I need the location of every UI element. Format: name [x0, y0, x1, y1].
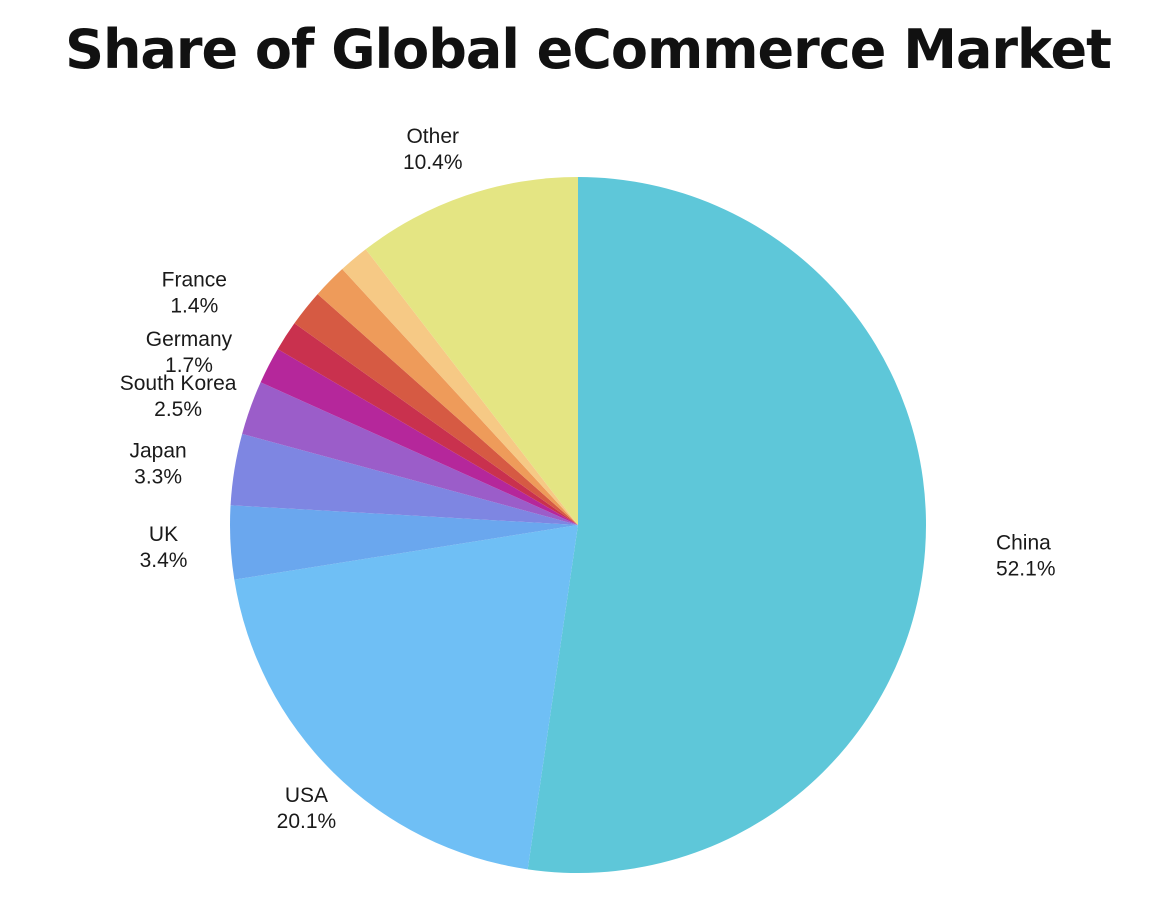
chart-title: Share of Global eCommerce Market	[65, 18, 1112, 81]
pie-slice-unlabeled-7	[294, 294, 578, 525]
slice-label-germany: Germany	[146, 328, 233, 351]
slice-label-uk: UK	[149, 523, 178, 546]
pie-slice-japan	[230, 433, 578, 525]
pie-slice-south-korea	[242, 382, 578, 525]
slice-value-uk: 3.4%	[140, 549, 188, 572]
slice-value-other: 10.4%	[403, 151, 463, 174]
slice-label-usa: USA	[285, 784, 328, 807]
pie-slices	[230, 177, 927, 874]
slice-value-usa: 20.1%	[277, 810, 337, 833]
pie-slice-unlabeled-9	[342, 249, 578, 525]
pie-slice-unlabeled-8	[317, 269, 578, 525]
pie-slice-other	[365, 177, 578, 525]
slice-value-china: 52.1%	[996, 558, 1056, 581]
pie-slice-uk	[230, 505, 578, 580]
pie-slice-germany	[260, 349, 578, 525]
slice-label-other: Other	[406, 125, 459, 148]
slice-value-japan: 3.3%	[134, 466, 182, 489]
pie-slice-usa	[234, 525, 579, 870]
slice-value-france: 1.4%	[170, 294, 218, 317]
slice-value-south-korea: 2.5%	[154, 398, 202, 421]
slice-label-south-korea: South Korea	[120, 372, 237, 395]
slice-label-china: China	[996, 532, 1051, 555]
slice-label-france: France	[162, 268, 227, 291]
pie-labels: China 52.1% USA 20.1% UK 3.4% Japan 3.3% South K…	[120, 125, 1056, 833]
slice-label-japan: Japan	[129, 440, 186, 463]
pie-slice-france	[277, 323, 578, 525]
pie-slice-china	[527, 177, 927, 874]
slice-value-germany: 1.7%	[165, 354, 213, 377]
